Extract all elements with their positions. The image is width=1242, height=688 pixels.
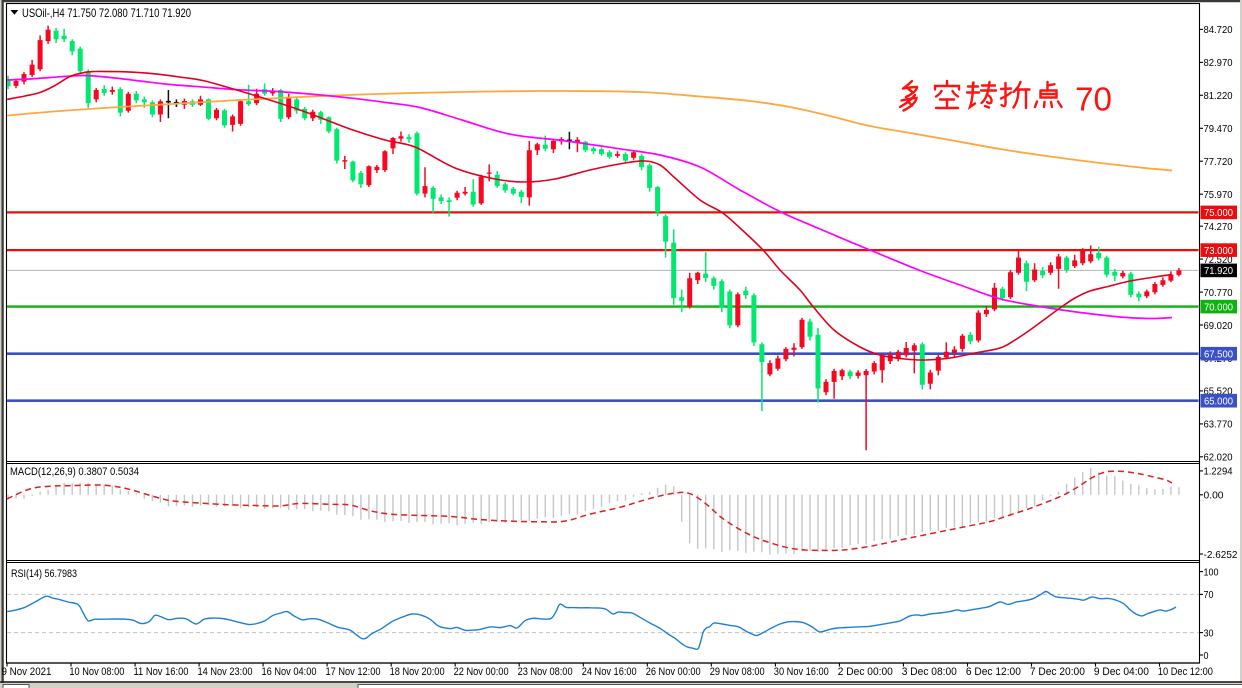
svg-text:84.720: 84.720 [1204, 24, 1233, 36]
svg-text:6 Dec 12:00: 6 Dec 12:00 [966, 666, 1021, 678]
svg-text:62.020: 62.020 [1204, 452, 1233, 464]
svg-text:26 Nov 00:00: 26 Nov 00:00 [646, 666, 701, 678]
svg-text:70.770: 70.770 [1204, 287, 1233, 299]
svg-text:79.470: 79.470 [1204, 123, 1233, 135]
svg-text:2 Dec 00:00: 2 Dec 00:00 [838, 666, 893, 678]
svg-text:0: 0 [1204, 650, 1209, 662]
svg-text:81.220: 81.220 [1204, 90, 1233, 102]
svg-text:3 Dec 08:00: 3 Dec 08:00 [902, 666, 957, 678]
svg-text:-2.6252: -2.6252 [1204, 549, 1238, 561]
svg-text:22 Nov 00:00: 22 Nov 00:00 [454, 666, 509, 678]
svg-text:70.000: 70.000 [1204, 301, 1233, 313]
svg-text:73.000: 73.000 [1204, 245, 1233, 257]
svg-text:MACD(12,26,9) 0.3807 0.5034: MACD(12,26,9) 0.3807 0.5034 [10, 466, 139, 478]
svg-text:70: 70 [1075, 82, 1112, 119]
svg-text:69.020: 69.020 [1204, 320, 1233, 332]
svg-text:24 Nov 16:00: 24 Nov 16:00 [582, 666, 637, 678]
svg-text:63.770: 63.770 [1204, 419, 1233, 431]
svg-text:0.00: 0.00 [1204, 490, 1224, 502]
svg-text:100: 100 [1204, 566, 1219, 578]
svg-text:82.970: 82.970 [1204, 57, 1233, 69]
svg-text:30 Nov 16:00: 30 Nov 16:00 [774, 666, 829, 678]
svg-text:9 Dec 04:00: 9 Dec 04:00 [1094, 666, 1149, 678]
svg-text:9 Nov 2021: 9 Nov 2021 [2, 666, 52, 678]
svg-text:18 Nov 20:00: 18 Nov 20:00 [390, 666, 445, 678]
svg-text:1.2294: 1.2294 [1204, 466, 1233, 478]
svg-text:70: 70 [1204, 589, 1214, 601]
svg-text:10 Nov 08:00: 10 Nov 08:00 [69, 666, 124, 678]
svg-text:75.970: 75.970 [1204, 189, 1233, 201]
svg-text:71.920: 71.920 [1204, 265, 1233, 277]
svg-text:30: 30 [1204, 627, 1214, 639]
svg-text:74.270: 74.270 [1204, 221, 1233, 233]
svg-text:65.000: 65.000 [1204, 396, 1233, 408]
svg-text:11 Nov 16:00: 11 Nov 16:00 [134, 666, 189, 678]
svg-text:77.720: 77.720 [1204, 156, 1233, 168]
svg-text:67.500: 67.500 [1204, 349, 1233, 361]
svg-text:RSI(14) 56.7983: RSI(14) 56.7983 [11, 568, 77, 580]
svg-text:USOil-,H4 71.750 72.080 71.71: USOil-,H4 71.750 72.080 71.710 71.920 [22, 6, 191, 20]
svg-text:17 Nov 12:00: 17 Nov 12:00 [326, 666, 381, 678]
svg-text:10 Dec 12:00: 10 Dec 12:00 [1158, 666, 1213, 678]
svg-text:29 Nov 08:00: 29 Nov 08:00 [710, 666, 765, 678]
svg-text:14 Nov 23:00: 14 Nov 23:00 [198, 666, 253, 678]
svg-text:23 Nov 08:00: 23 Nov 08:00 [518, 666, 573, 678]
svg-text:75.000: 75.000 [1204, 207, 1233, 219]
svg-text:16 Nov 04:00: 16 Nov 04:00 [262, 666, 317, 678]
svg-text:7 Dec 20:00: 7 Dec 20:00 [1030, 666, 1085, 678]
